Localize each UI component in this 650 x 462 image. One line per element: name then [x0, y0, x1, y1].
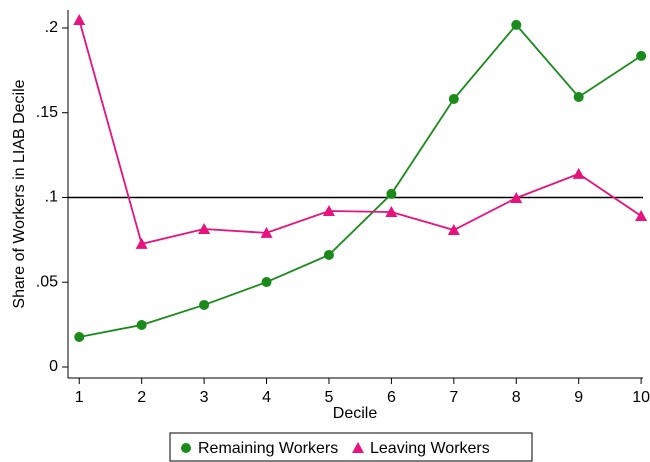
legend-label: Leaving Workers [370, 440, 490, 457]
y-axis-label: Share of Workers in LIAB Decile [11, 79, 28, 308]
data-point [385, 206, 398, 218]
data-point [447, 224, 460, 236]
x-tick-label: 3 [200, 389, 209, 406]
y-tick-label: 0 [49, 358, 58, 375]
x-axis-label: Decile [333, 405, 378, 422]
y-tick-label: .1 [45, 189, 58, 206]
data-point [510, 191, 523, 203]
x-tick-label: 6 [387, 389, 396, 406]
data-point [636, 50, 647, 61]
x-tick-label: 1 [75, 389, 84, 406]
data-point [135, 237, 148, 249]
x-tick-label: 8 [512, 389, 521, 406]
data-point [199, 299, 210, 310]
legend-label: Remaining Workers [198, 440, 338, 457]
x-tick-label: 9 [574, 389, 583, 406]
data-point [73, 14, 86, 26]
data-point [635, 209, 648, 221]
data-point [260, 226, 273, 238]
data-point [323, 249, 334, 260]
data-point [386, 188, 397, 199]
x-tick-label: 10 [632, 389, 650, 406]
data-point [573, 91, 584, 102]
x-tick-label: 7 [449, 389, 458, 406]
y-tick-label: .15 [36, 104, 58, 121]
legend-marker [352, 442, 364, 453]
data-point [198, 223, 211, 235]
x-tick-label: 5 [325, 389, 334, 406]
data-point [511, 19, 522, 30]
x-tick-label: 2 [137, 389, 146, 406]
legend-box [169, 432, 533, 462]
data-point [74, 331, 85, 342]
data-point [448, 93, 459, 104]
legend-marker [181, 443, 191, 453]
x-tick-label: 4 [262, 389, 271, 406]
data-point [572, 167, 585, 179]
y-tick-label: .2 [45, 19, 58, 36]
series-line [78, 19, 642, 245]
y-tick-label: .05 [36, 273, 58, 290]
data-point [261, 277, 272, 288]
data-point [322, 205, 335, 217]
series-line [79, 23, 642, 338]
data-point [136, 319, 147, 330]
